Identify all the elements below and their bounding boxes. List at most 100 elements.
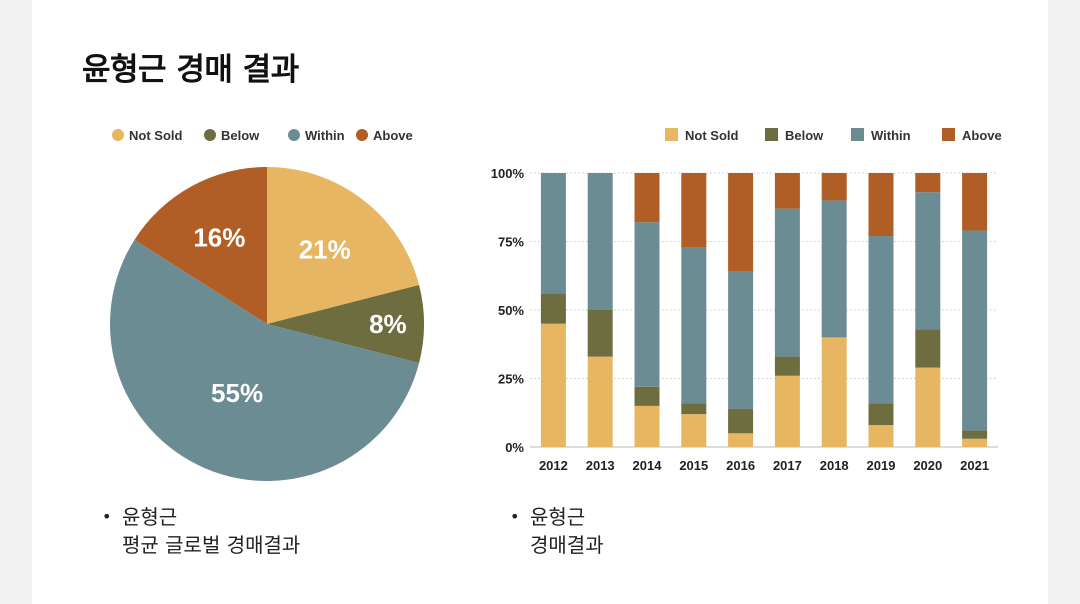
bar-legend-item-below: Below <box>765 128 824 143</box>
bar-segment-not-sold-2015 <box>681 414 707 447</box>
legend-label: Above <box>373 128 413 143</box>
bar-segment-not-sold-2019 <box>868 425 894 447</box>
pie-slice-below <box>267 284 425 364</box>
bar-segment-below-2013 <box>587 310 613 357</box>
pie-slice-above <box>134 167 267 324</box>
bar-stack-2017 <box>774 173 800 447</box>
bar-segment-above-2014 <box>634 173 660 223</box>
y-tick-label: 0% <box>505 440 524 455</box>
bar-segment-below-2017 <box>774 356 800 376</box>
pie-legend-item-within: Within <box>288 128 345 143</box>
bar-segment-above-2018 <box>821 173 847 201</box>
bar-segment-below-2019 <box>868 403 894 426</box>
x-tick-label: 2012 <box>539 458 568 473</box>
bullet-icon: • <box>510 507 520 526</box>
bar-segment-below-2021 <box>962 430 988 439</box>
pie-caption-line1: 윤형근 <box>122 505 178 529</box>
x-tick-label: 2013 <box>586 458 615 473</box>
bar-segment-within-2017 <box>774 208 800 357</box>
y-tick-label: 75% <box>498 235 524 250</box>
bar-segment-not-sold-2017 <box>774 375 800 447</box>
bar-segment-within-2020 <box>915 192 941 330</box>
bar-segment-below-2012 <box>540 293 566 324</box>
bar-segment-within-2021 <box>962 230 988 431</box>
bar-segments <box>540 173 988 447</box>
y-tick-label: 100% <box>491 166 525 181</box>
bar-legend-item-above: Above <box>942 128 1002 143</box>
legend-label: Below <box>221 128 260 143</box>
y-tick-label: 25% <box>498 372 524 387</box>
bar-stack-2019 <box>868 173 894 447</box>
legend-swatch-icon <box>204 129 216 141</box>
legend-label: Within <box>305 128 345 143</box>
legend-label: Within <box>871 128 911 143</box>
pie-caption: • 윤형근 평균 글로벌 경매결과 <box>102 503 301 559</box>
legend-swatch-icon <box>765 128 778 141</box>
x-tick-label: 2017 <box>773 458 802 473</box>
x-tick-label: 2020 <box>913 458 942 473</box>
page-title: 윤형근 경매 결과 <box>82 52 299 88</box>
bar-stack-2020 <box>915 173 941 447</box>
legend-swatch-icon <box>356 129 368 141</box>
pie-legend: Not Sold Below Within Above <box>112 128 413 143</box>
bar-segment-within-2014 <box>634 222 660 387</box>
pie-legend-item-not-sold: Not Sold <box>112 128 182 143</box>
bar-segment-above-2019 <box>868 173 894 237</box>
bar-segment-not-sold-2020 <box>915 367 941 447</box>
pie-data-label-below: 8% <box>369 309 407 339</box>
y-tick-label: 50% <box>498 303 524 318</box>
bar-segment-above-2021 <box>962 173 988 231</box>
legend-label: Not Sold <box>685 128 738 143</box>
x-tick-label: 2018 <box>820 458 849 473</box>
bar-segment-within-2015 <box>681 246 707 404</box>
bar-segment-below-2014 <box>634 386 660 406</box>
pie-legend-item-above: Above <box>356 128 413 143</box>
bar-segment-not-sold-2013 <box>587 356 613 447</box>
pie-slices <box>109 167 425 482</box>
legend-label: Below <box>785 128 824 143</box>
bar-segment-within-2013 <box>587 173 613 310</box>
bar-stack-2018 <box>821 173 847 447</box>
stacked-bar-chart: Not Sold Below Within Above 0% 25% 50% 75% 100%… <box>491 128 1002 473</box>
bar-legend-item-within: Within <box>851 128 911 143</box>
bar-y-axis: 0% 25% 50% 75% 100% <box>491 166 525 455</box>
pie-data-label-within: 55% <box>211 378 263 408</box>
pie-legend-item-below: Below <box>204 128 260 143</box>
pie-data-label-not-sold: 21% <box>299 235 351 265</box>
bar-segment-above-2015 <box>681 173 707 247</box>
bar-segment-below-2015 <box>681 403 707 415</box>
bar-stack-2021 <box>962 173 988 447</box>
legend-swatch-icon <box>288 129 300 141</box>
bar-segment-within-2012 <box>540 173 566 294</box>
bar-x-axis: 2012 2013 2014 2015 2016 2017 2018 2019 2020 2021 <box>539 458 989 473</box>
bar-segment-within-2016 <box>728 271 754 409</box>
bar-stack-2013 <box>587 173 613 447</box>
bar-legend: Not Sold Below Within Above <box>665 128 1002 143</box>
x-tick-label: 2015 <box>679 458 708 473</box>
legend-label: Above <box>962 128 1002 143</box>
bar-segment-above-2016 <box>728 173 754 272</box>
x-tick-label: 2016 <box>726 458 755 473</box>
bar-segment-not-sold-2014 <box>634 405 660 447</box>
x-tick-label: 2014 <box>633 458 663 473</box>
pie-slice-not-sold <box>267 167 420 324</box>
bar-caption-line2: 경매결과 <box>530 533 604 557</box>
legend-swatch-icon <box>112 129 124 141</box>
legend-swatch-icon <box>942 128 955 141</box>
legend-swatch-icon <box>851 128 864 141</box>
bar-stack-2012 <box>540 173 566 447</box>
bar-segment-within-2019 <box>868 236 894 404</box>
pie-labels: 21% 8% 55% 16% <box>193 222 406 408</box>
bar-segment-above-2020 <box>915 173 941 193</box>
legend-label: Not Sold <box>129 128 182 143</box>
legend-swatch-icon <box>665 128 678 141</box>
pie-data-label-above: 16% <box>193 222 245 252</box>
x-tick-label: 2019 <box>867 458 896 473</box>
bar-segment-within-2018 <box>821 200 847 338</box>
bar-stack-2014 <box>634 173 660 447</box>
bar-segment-below-2020 <box>915 329 941 368</box>
bar-legend-item-not-sold: Not Sold <box>665 128 738 143</box>
bar-stack-2016 <box>728 173 754 447</box>
pie-caption-line2: 평균 글로벌 경매결과 <box>122 533 301 557</box>
slide: 윤형근 경매 결과 Not Sold Below Within Above 21% 8%… <box>32 0 1048 604</box>
